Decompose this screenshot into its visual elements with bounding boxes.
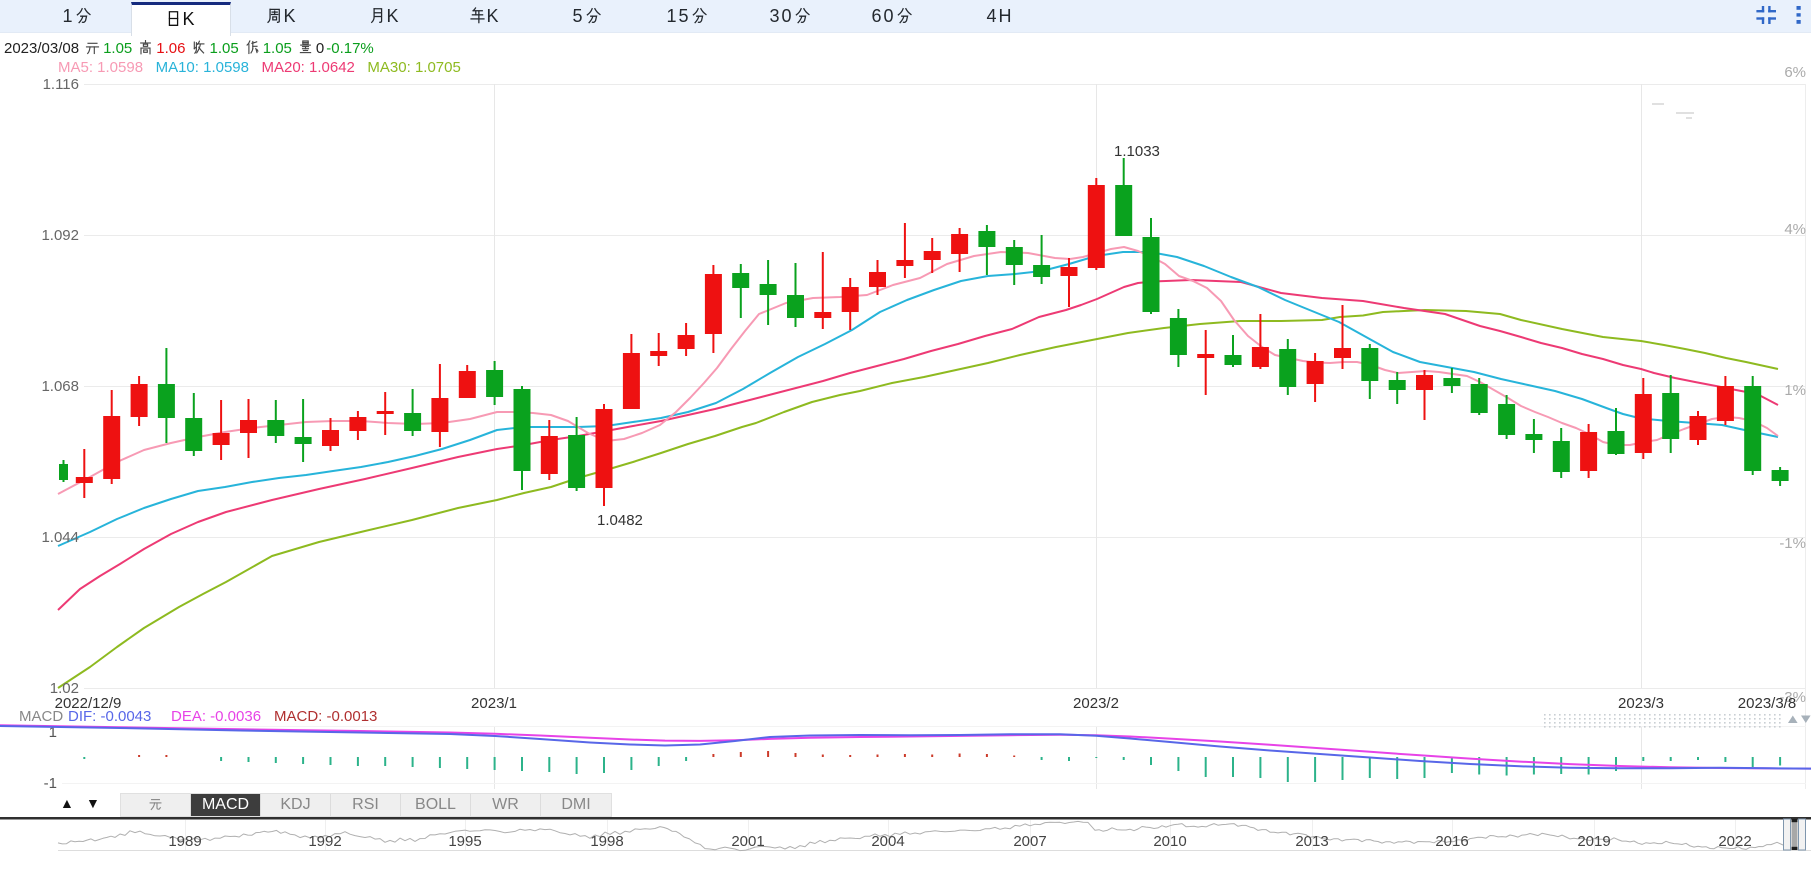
svg-text:2001: 2001 — [731, 833, 764, 850]
svg-text:2022: 2022 — [1718, 833, 1751, 850]
svg-text:2010: 2010 — [1153, 833, 1186, 850]
svg-text:1.068: 1.068 — [41, 378, 79, 395]
svg-text:1.092: 1.092 — [41, 227, 79, 244]
svg-text:1995: 1995 — [448, 833, 481, 850]
svg-text:2004: 2004 — [871, 833, 904, 850]
svg-text:6%: 6% — [1784, 64, 1806, 81]
svg-text:1%: 1% — [1784, 382, 1806, 399]
svg-text:2019: 2019 — [1577, 833, 1610, 850]
svg-text:1.044: 1.044 — [41, 529, 79, 546]
svg-text:2022/12/9: 2022/12/9 — [55, 695, 122, 712]
svg-text:1.0482: 1.0482 — [597, 512, 643, 529]
svg-text:1989: 1989 — [168, 833, 201, 850]
svg-text:2023/1: 2023/1 — [471, 695, 517, 712]
svg-text:-3%: -3% — [1779, 689, 1806, 706]
svg-text:1998: 1998 — [590, 833, 623, 850]
svg-text:2023/2: 2023/2 — [1073, 695, 1119, 712]
svg-text:2007: 2007 — [1013, 833, 1046, 850]
svg-text:2023/3/8: 2023/3/8 — [1738, 695, 1796, 712]
svg-text:1992: 1992 — [308, 833, 341, 850]
svg-text:-1: -1 — [44, 775, 57, 792]
svg-text:-1%: -1% — [1779, 535, 1806, 552]
svg-text:2013: 2013 — [1295, 833, 1328, 850]
svg-text:2016: 2016 — [1435, 833, 1468, 850]
svg-text:1.116: 1.116 — [43, 76, 79, 93]
svg-text:2023/3: 2023/3 — [1618, 695, 1664, 712]
svg-text:1: 1 — [49, 724, 57, 741]
svg-text:1.1033: 1.1033 — [1114, 143, 1160, 160]
svg-text:1.02: 1.02 — [50, 680, 79, 697]
svg-text:4%: 4% — [1784, 221, 1806, 238]
